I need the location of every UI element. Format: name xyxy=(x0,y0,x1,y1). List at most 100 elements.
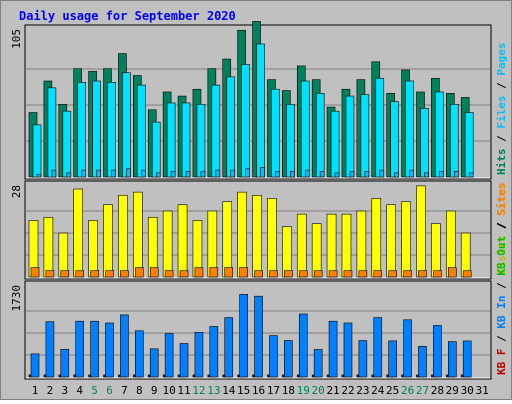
bar-pages-day-20 xyxy=(319,171,325,178)
bar-pages-day-16 xyxy=(260,167,265,178)
bar-files-day-22 xyxy=(345,95,355,178)
bar-sites-day-27 xyxy=(418,270,427,278)
legend-entry: Pages xyxy=(495,43,508,76)
legend-entry: Files xyxy=(495,96,508,129)
bar-kb-in-day-22 xyxy=(343,322,353,378)
x-tick-label: 5 xyxy=(91,384,98,397)
bar-sites-day-30 xyxy=(462,270,472,278)
bar-pages-day-4 xyxy=(81,169,87,178)
bar-pages-day-17 xyxy=(275,171,280,178)
bar-pages-day-7 xyxy=(126,168,131,178)
bar-files-day-4 xyxy=(77,82,87,178)
legend-entry: KB F xyxy=(495,349,508,376)
bar-files-day-30 xyxy=(464,112,474,178)
bar-pages-day-3 xyxy=(66,172,72,178)
bar-visits-day-29 xyxy=(445,210,456,278)
bar-files-day-27 xyxy=(420,108,429,178)
bar-visits-day-5 xyxy=(88,220,98,278)
bar-pages-day-23 xyxy=(364,171,370,178)
bar-files-day-28 xyxy=(435,91,444,178)
chart-title: Daily usage for September 2020 xyxy=(19,9,236,23)
bar-pages-day-28 xyxy=(439,171,444,178)
bar-kb-in-day-14 xyxy=(224,317,234,378)
bar-kb-in-day-12 xyxy=(194,331,204,378)
bar-pages-day-25 xyxy=(394,172,399,178)
bar-kb-in-day-23 xyxy=(358,340,368,378)
bar-pages-day-19 xyxy=(304,169,310,178)
bar-kb-in-day-6 xyxy=(105,322,114,378)
x-tick-label: 23 xyxy=(356,384,369,397)
bar-pages-day-2 xyxy=(51,169,57,178)
bar-pages-day-27 xyxy=(424,172,429,178)
bar-visits-day-20 xyxy=(311,223,322,278)
legend-entry: / xyxy=(495,215,508,235)
hits-panel-legend: Hits / Files / Pages xyxy=(495,43,508,176)
bar-sites-day-15 xyxy=(239,267,248,278)
bar-files-day-16 xyxy=(256,43,265,178)
x-tick-label: 19 xyxy=(297,384,310,397)
bar-sites-day-4 xyxy=(75,270,85,278)
bar-kb-in-day-13 xyxy=(209,326,219,378)
legend-entry: KB Out xyxy=(495,236,508,276)
bar-sites-day-9 xyxy=(149,267,159,278)
bar-files-day-1 xyxy=(32,124,42,178)
bar-pages-day-24 xyxy=(379,169,385,178)
bar-files-day-3 xyxy=(62,110,72,178)
bar-pages-day-22 xyxy=(349,171,355,178)
bar-sites-day-20 xyxy=(313,270,323,278)
bar-kb-in-day-8 xyxy=(135,330,144,378)
bar-sites-day-5 xyxy=(90,270,99,278)
bar-pages-day-15 xyxy=(245,168,250,178)
x-tick-label: 1 xyxy=(32,384,39,397)
visits-panel-ymax-label: 28 xyxy=(10,185,23,198)
bar-kb-in-day-16 xyxy=(254,295,263,378)
x-tick-label: 30 xyxy=(461,384,474,397)
legend-entry: Visits xyxy=(495,235,508,275)
bar-pages-day-1 xyxy=(36,173,42,178)
bar-kb-in-day-19 xyxy=(298,313,308,378)
x-tick-label: 24 xyxy=(371,384,385,397)
bar-visits-day-7 xyxy=(118,194,128,278)
bar-kb-in-day-17 xyxy=(269,335,278,378)
bar-visits-day-26 xyxy=(401,201,411,278)
kbytes-panel: 1730 KB F / KB In / KB Out / Sites xyxy=(10,183,508,380)
bar-sites-day-11 xyxy=(179,270,189,278)
bar-files-day-6 xyxy=(107,82,116,178)
bar-visits-day-23 xyxy=(356,210,367,278)
bar-sites-day-23 xyxy=(358,270,368,278)
bar-pages-day-13 xyxy=(215,169,221,178)
bar-sites-day-16 xyxy=(254,270,263,278)
bar-visits-day-21 xyxy=(326,213,337,278)
bar-files-day-15 xyxy=(241,64,250,178)
bar-visits-day-4 xyxy=(73,188,84,278)
x-tick-label: 13 xyxy=(207,384,220,397)
bar-sites-day-8 xyxy=(135,267,144,278)
bar-files-day-9 xyxy=(151,121,161,178)
bar-visits-day-24 xyxy=(371,198,382,278)
bar-kb-in-day-21 xyxy=(328,320,338,378)
bar-pages-day-11 xyxy=(185,171,191,178)
bar-sites-day-22 xyxy=(343,270,353,278)
bar-kb-in-day-25 xyxy=(388,340,397,378)
bar-kb-in-day-7 xyxy=(120,314,129,378)
bar-pages-day-14 xyxy=(230,169,236,178)
x-tick-label: 9 xyxy=(151,384,158,397)
x-tick-label: 18 xyxy=(282,384,295,397)
bar-pages-day-12 xyxy=(200,171,206,178)
bar-sites-day-7 xyxy=(120,270,129,278)
bar-pages-day-21 xyxy=(334,172,340,178)
bar-visits-day-30 xyxy=(460,232,471,278)
bar-sites-day-12 xyxy=(194,267,204,278)
bar-files-day-17 xyxy=(271,88,280,178)
bar-kb-in-day-27 xyxy=(418,345,427,378)
visits-panel: 28 Visits / Sites xyxy=(10,180,508,280)
bar-sites-day-28 xyxy=(433,270,442,278)
bar-files-day-20 xyxy=(315,93,325,178)
bar-sites-day-13 xyxy=(209,267,219,278)
x-tick-label: 6 xyxy=(106,384,113,397)
x-tick-label: 12 xyxy=(192,384,205,397)
x-tick-label: 17 xyxy=(267,384,280,397)
bar-kb-in-day-5 xyxy=(90,320,99,378)
